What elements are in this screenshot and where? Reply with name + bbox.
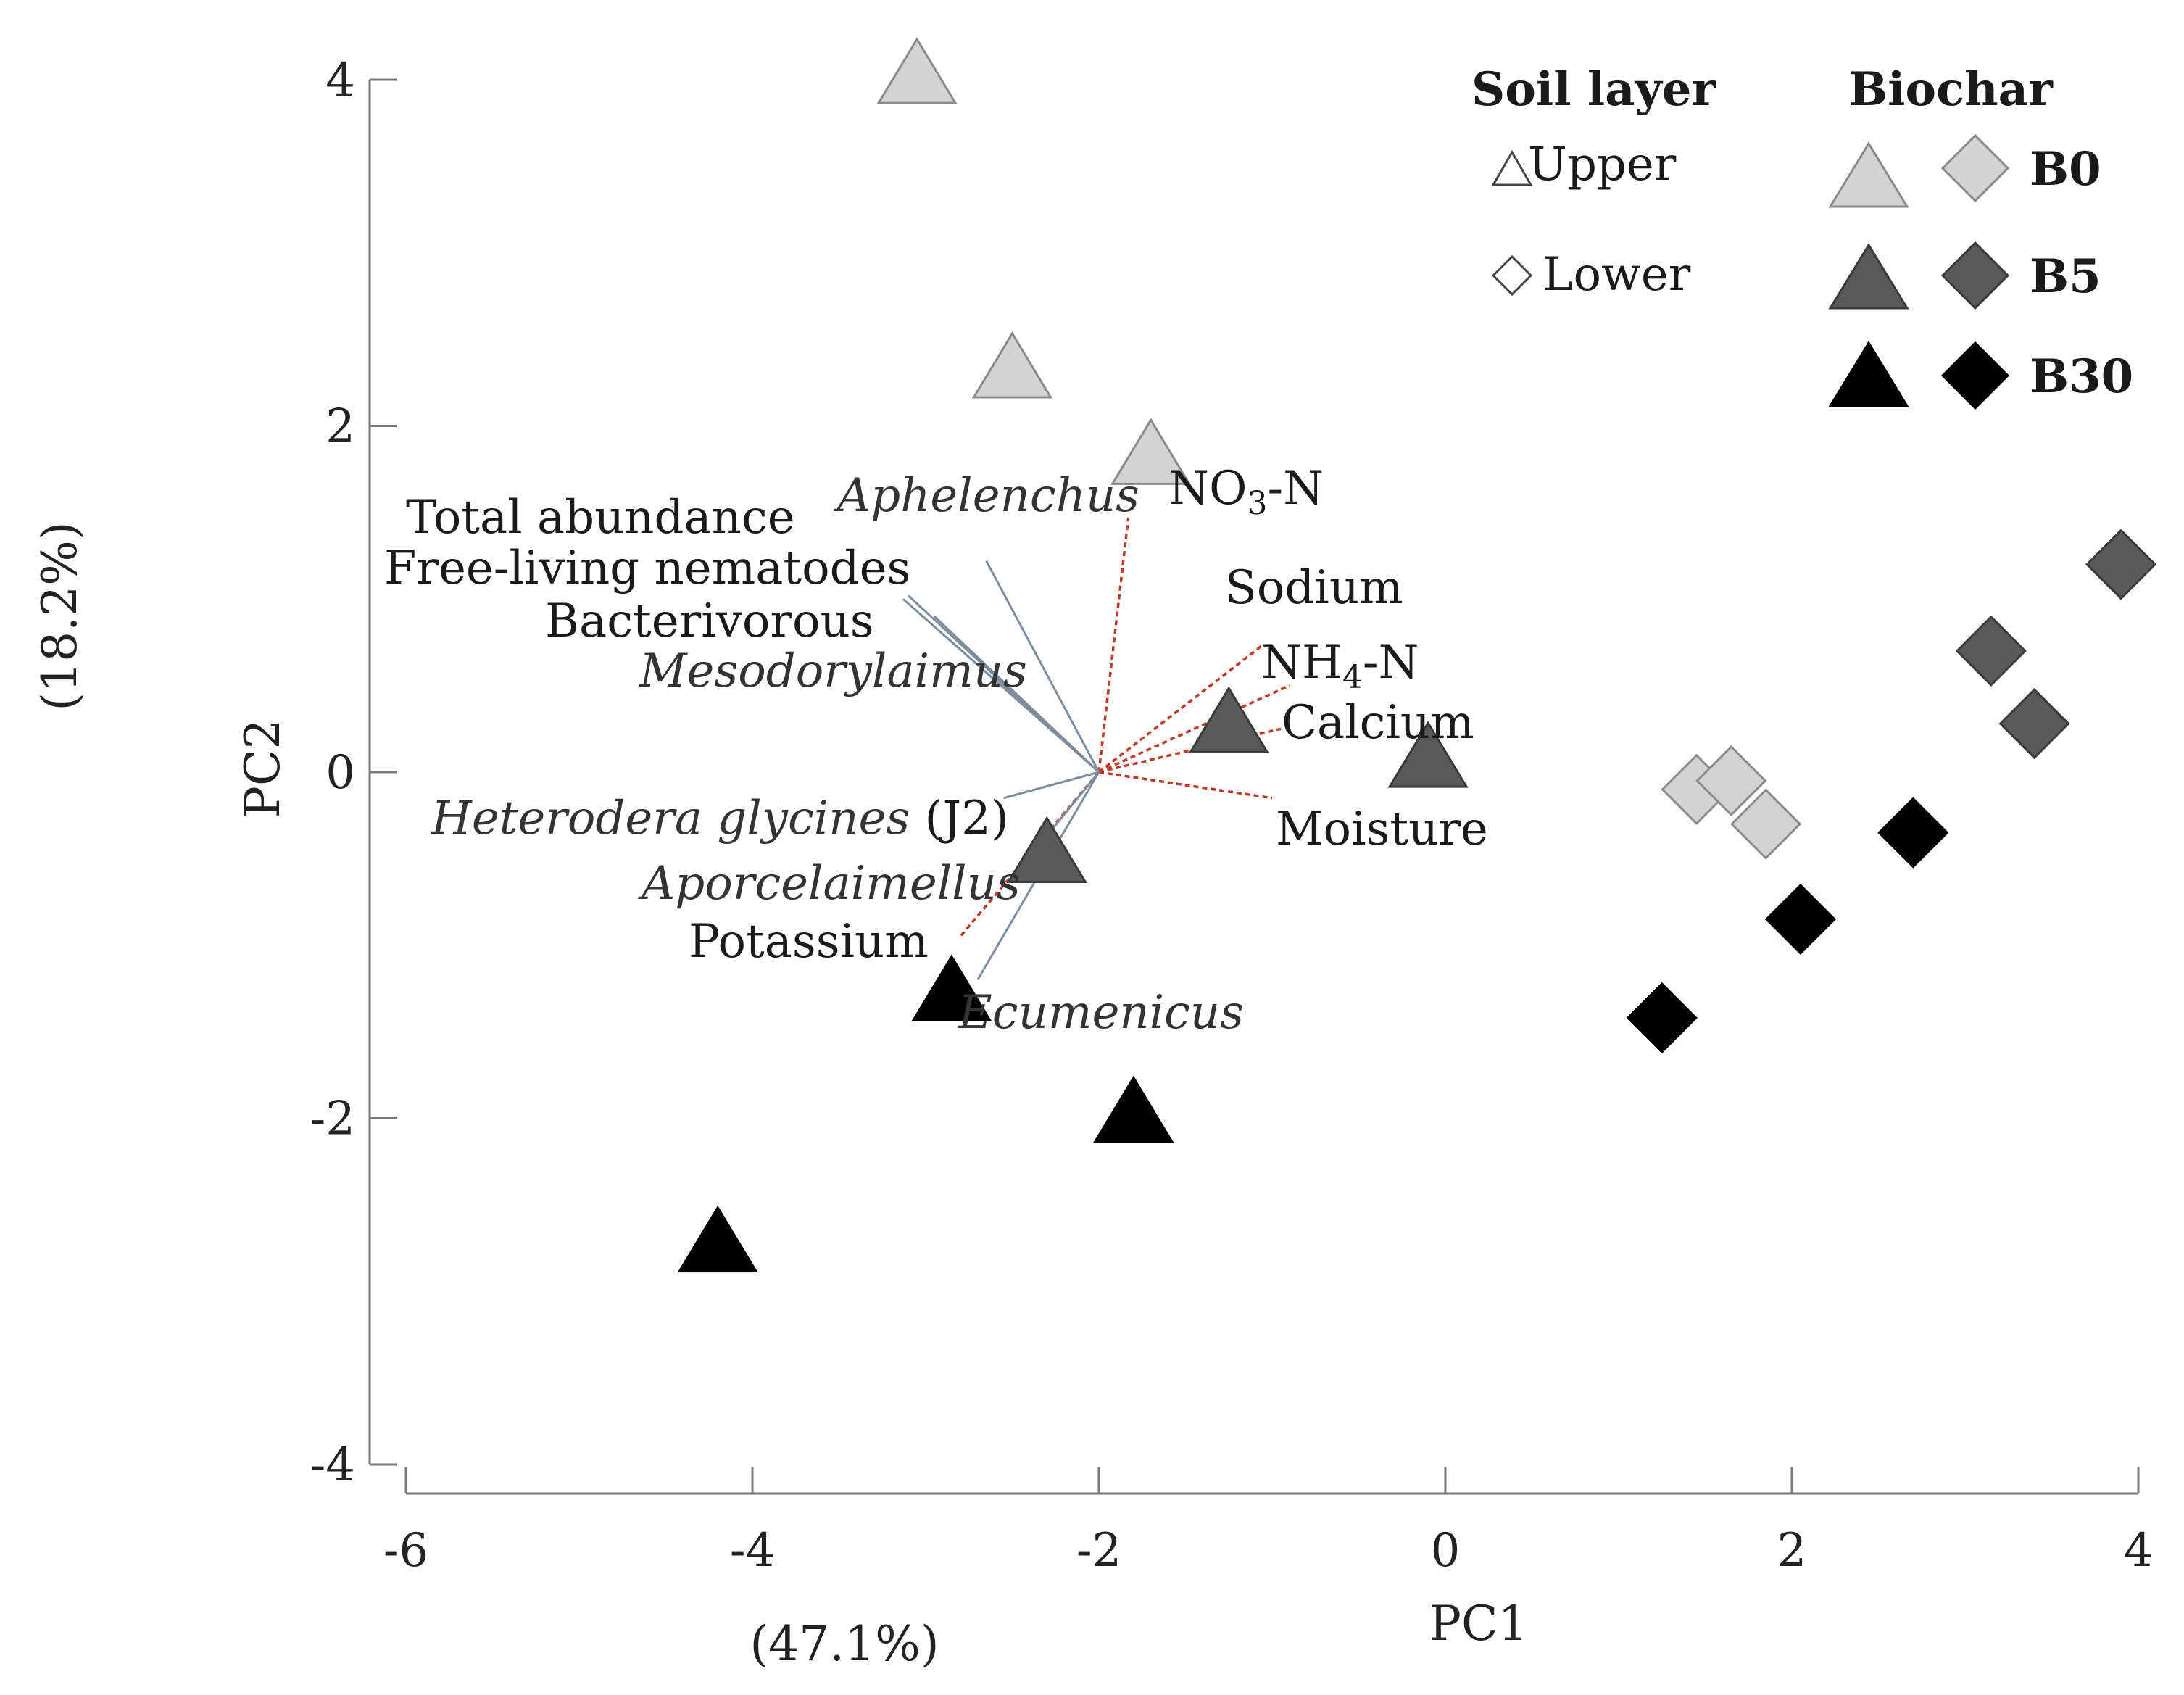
legend-lower-label: Lower — [1542, 248, 1691, 302]
legend-biochar-title: Biochar — [1848, 62, 2054, 117]
legend-b30-triangle — [1828, 341, 1909, 407]
point-upper-b0-1 — [971, 331, 1053, 399]
point-upper-b0-0 — [876, 37, 958, 104]
legend-b5-triangle — [1828, 243, 1909, 310]
y-tick-label-2: 0 — [325, 746, 355, 800]
label-bacterivorous: Bacterivorous — [545, 594, 874, 648]
legend-b30-label: B30 — [2030, 349, 2133, 404]
label-sodium: Sodium — [1225, 561, 1403, 615]
vector-heterodera-glycines-j2- — [1003, 771, 1100, 800]
y-axis-title: PC2 — [235, 719, 291, 819]
point-lower-b5-12 — [2085, 529, 2157, 600]
y-tick-label-0: 4 — [325, 54, 355, 107]
vector-labels: NO3-N Sodium NH4-N Calcium Moisture Pota… — [384, 462, 1488, 1040]
y-axis-variance: (18.2%) — [32, 521, 88, 710]
vector-no3-n — [1097, 517, 1130, 773]
point-upper-b0-2 — [1110, 418, 1192, 485]
label-total-abundance: Total abundance — [406, 491, 795, 544]
legend-b0-label: B0 — [2030, 142, 2101, 196]
label-nh4-n: NH4-N — [1261, 636, 1419, 696]
label-ecumenicus: Ecumenicus — [958, 986, 1244, 1040]
point-upper-b30-6 — [911, 954, 992, 1021]
x-tick-label-4: 2 — [1777, 1524, 1807, 1578]
vector-mesodorylaimus — [994, 676, 1100, 774]
label-no3-n: NO3-N — [1168, 462, 1324, 522]
label-heterodera-glycines: Heterodera glycines (J2) — [431, 792, 1009, 845]
x-axis-variance: (47.1%) — [750, 1616, 939, 1672]
label-aporcelaimellus: Aporcelaimellus — [638, 857, 1021, 911]
x-tick-label-3: 0 — [1431, 1524, 1461, 1578]
legend-upper-label: Upper — [1528, 138, 1677, 191]
label-calcium: Calcium — [1282, 696, 1474, 750]
point-lower-b5-14 — [1998, 688, 2070, 760]
vector-moisture — [1098, 771, 1273, 800]
legend-b0-diamond — [1940, 133, 2010, 203]
legend-lower-marker — [1491, 254, 1533, 297]
vector-calcium — [1098, 727, 1282, 774]
point-upper-b5-4 — [1387, 721, 1469, 788]
point-upper-b30-7 — [1093, 1075, 1174, 1143]
x-tick-label-5: 4 — [2124, 1524, 2154, 1578]
score-points — [677, 37, 2157, 1273]
point-lower-b30-16 — [1764, 883, 1837, 956]
point-lower-b0-11 — [1730, 788, 1802, 860]
point-upper-b30-8 — [677, 1205, 758, 1273]
x-tick-label-0: -6 — [383, 1524, 428, 1578]
y-tick-label-4: -4 — [310, 1438, 355, 1492]
x-tick-label-2: -2 — [1076, 1524, 1121, 1578]
legend-soil-title: Soil layer — [1471, 62, 1717, 117]
label-free-living-nematodes: Free-living nematodes — [384, 542, 910, 595]
x-tick-label-1: -4 — [730, 1524, 775, 1578]
legend-b0-triangle — [1828, 141, 1909, 208]
legend-b30-diamond — [1940, 341, 2010, 410]
point-lower-b0-10 — [1695, 745, 1767, 817]
legend-upper-marker — [1491, 150, 1533, 186]
y-tick-label-3: -2 — [310, 1093, 355, 1146]
label-moisture: Moisture — [1276, 803, 1488, 856]
point-upper-b5-5 — [1006, 816, 1087, 883]
legend: Soil layer Upper Lower Biochar B0 B5 B30 — [1471, 62, 2133, 410]
point-lower-b5-13 — [1955, 615, 2027, 687]
point-lower-b30-17 — [1626, 982, 1698, 1054]
y-tick-label-1: 2 — [325, 400, 355, 454]
legend-b5-diamond — [1940, 241, 2010, 310]
point-upper-b5-3 — [1188, 686, 1269, 753]
axes: 4 2 0 -2 -4 -6 -4 -2 0 2 4 — [310, 54, 2154, 1578]
vector-nh4-n — [1098, 684, 1290, 774]
vector-aphelenchus — [985, 560, 1100, 773]
label-aphelenchus: Aphelenchus — [834, 469, 1139, 523]
x-axis-title: PC1 — [1429, 1596, 1529, 1652]
point-lower-b30-15 — [1877, 797, 1949, 869]
legend-b5-label: B5 — [2030, 249, 2101, 304]
label-mesodorylaimus: Mesodorylaimus — [639, 645, 1027, 698]
label-potassium: Potassium — [689, 915, 929, 969]
